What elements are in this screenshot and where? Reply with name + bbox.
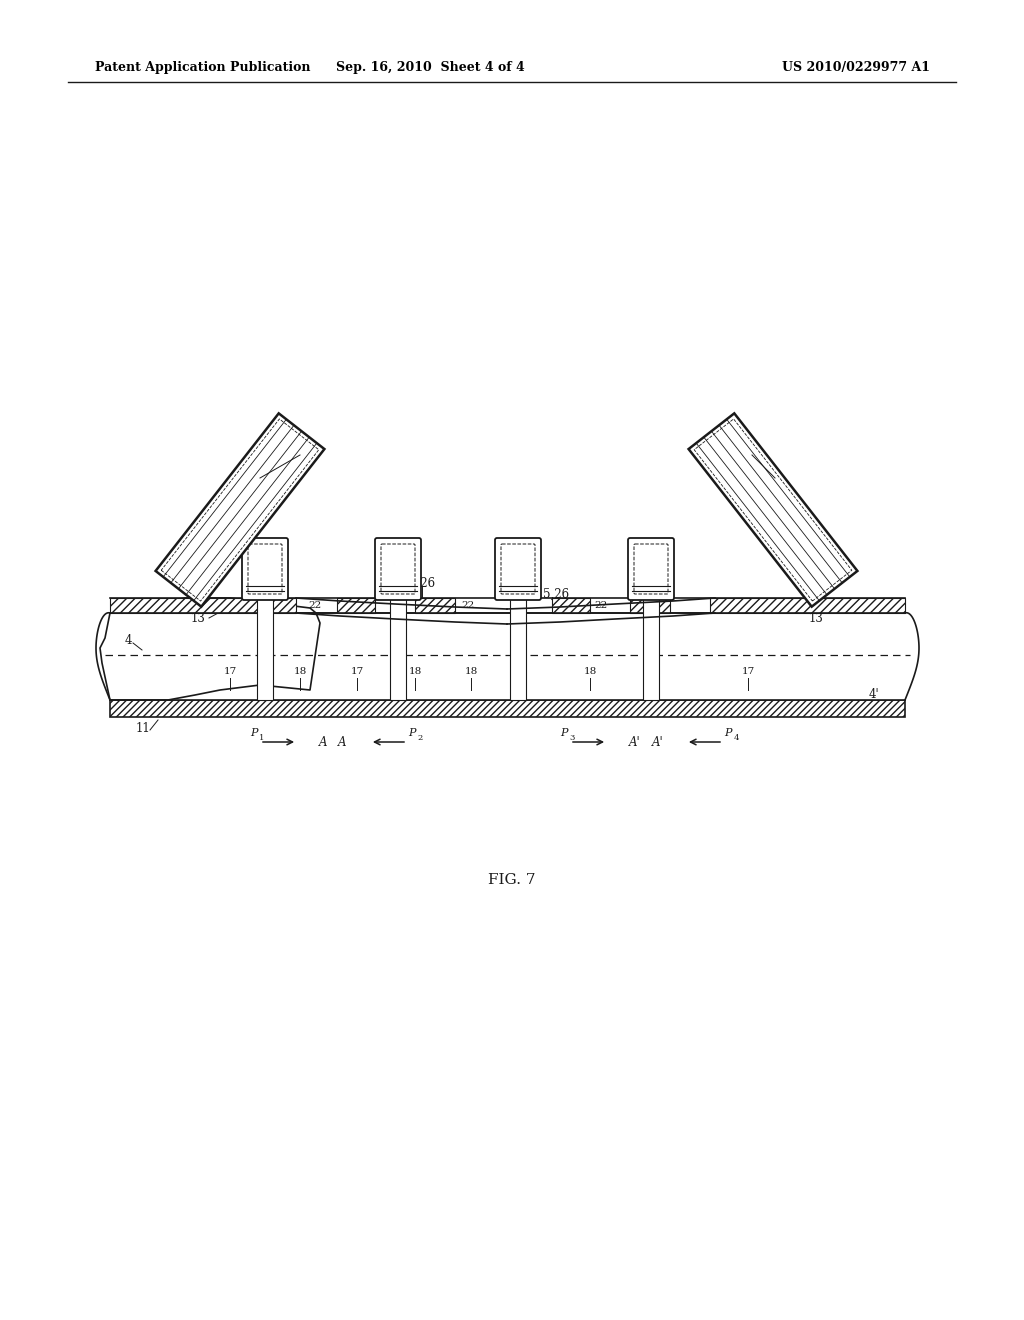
- Bar: [257, 598, 273, 700]
- Text: 5,26: 5,26: [543, 587, 569, 601]
- Text: 18: 18: [464, 668, 477, 676]
- Text: 13: 13: [190, 611, 206, 624]
- Text: P: P: [409, 729, 416, 738]
- Text: 2: 2: [514, 543, 521, 556]
- Text: 12': 12': [726, 444, 744, 457]
- Bar: [337, 598, 375, 612]
- Text: Sep. 16, 2010  Sheet 4 of 4: Sep. 16, 2010 Sheet 4 of 4: [336, 62, 524, 74]
- Text: 1: 1: [259, 734, 264, 742]
- Text: FIG. 7: FIG. 7: [488, 873, 536, 887]
- FancyBboxPatch shape: [628, 539, 674, 601]
- Text: 5,26: 5,26: [160, 599, 186, 612]
- Text: A: A: [318, 735, 328, 748]
- Text: 2: 2: [647, 558, 654, 569]
- FancyBboxPatch shape: [242, 539, 288, 601]
- Bar: [390, 598, 406, 700]
- Text: 22: 22: [594, 602, 607, 610]
- Text: 17: 17: [223, 668, 237, 676]
- FancyBboxPatch shape: [375, 539, 421, 601]
- Bar: [110, 598, 296, 612]
- Bar: [630, 598, 670, 612]
- Bar: [415, 598, 455, 612]
- FancyBboxPatch shape: [495, 539, 541, 601]
- Text: 5,26: 5,26: [827, 599, 853, 612]
- Text: 2: 2: [261, 558, 268, 569]
- Text: 4': 4': [868, 689, 880, 701]
- Text: 13: 13: [809, 611, 823, 624]
- Text: 22: 22: [441, 602, 455, 610]
- Text: 11: 11: [135, 722, 151, 734]
- Text: 12: 12: [298, 444, 312, 457]
- Text: US 2010/0229977 A1: US 2010/0229977 A1: [782, 62, 930, 74]
- Text: 5,26: 5,26: [409, 577, 435, 590]
- Bar: [552, 598, 590, 612]
- Text: 18: 18: [409, 668, 422, 676]
- Polygon shape: [156, 413, 325, 607]
- Text: 2: 2: [394, 558, 401, 569]
- Text: 4: 4: [124, 634, 132, 647]
- Bar: [710, 598, 905, 612]
- Text: 2: 2: [394, 543, 401, 556]
- Text: 18: 18: [584, 668, 597, 676]
- Text: P: P: [560, 729, 567, 738]
- Text: 17: 17: [741, 668, 755, 676]
- Text: 2: 2: [647, 543, 654, 556]
- Text: Patent Application Publication: Patent Application Publication: [95, 62, 310, 74]
- Polygon shape: [100, 598, 319, 700]
- Polygon shape: [688, 413, 857, 607]
- Text: 2: 2: [261, 543, 268, 556]
- Text: P: P: [250, 729, 258, 738]
- Text: 17: 17: [350, 668, 364, 676]
- Text: A': A': [652, 735, 664, 748]
- Text: 22: 22: [462, 602, 475, 610]
- Text: 3: 3: [569, 734, 574, 742]
- Bar: [510, 598, 526, 700]
- Text: A: A: [338, 735, 346, 748]
- Text: 4: 4: [733, 734, 738, 742]
- Bar: [110, 700, 905, 717]
- Text: 2: 2: [418, 734, 423, 742]
- Text: A': A': [629, 735, 641, 748]
- Bar: [643, 598, 659, 700]
- Polygon shape: [96, 612, 919, 700]
- Text: 2: 2: [514, 558, 521, 569]
- Text: P: P: [724, 729, 732, 738]
- Text: 18: 18: [293, 668, 306, 676]
- Text: 22: 22: [308, 602, 322, 610]
